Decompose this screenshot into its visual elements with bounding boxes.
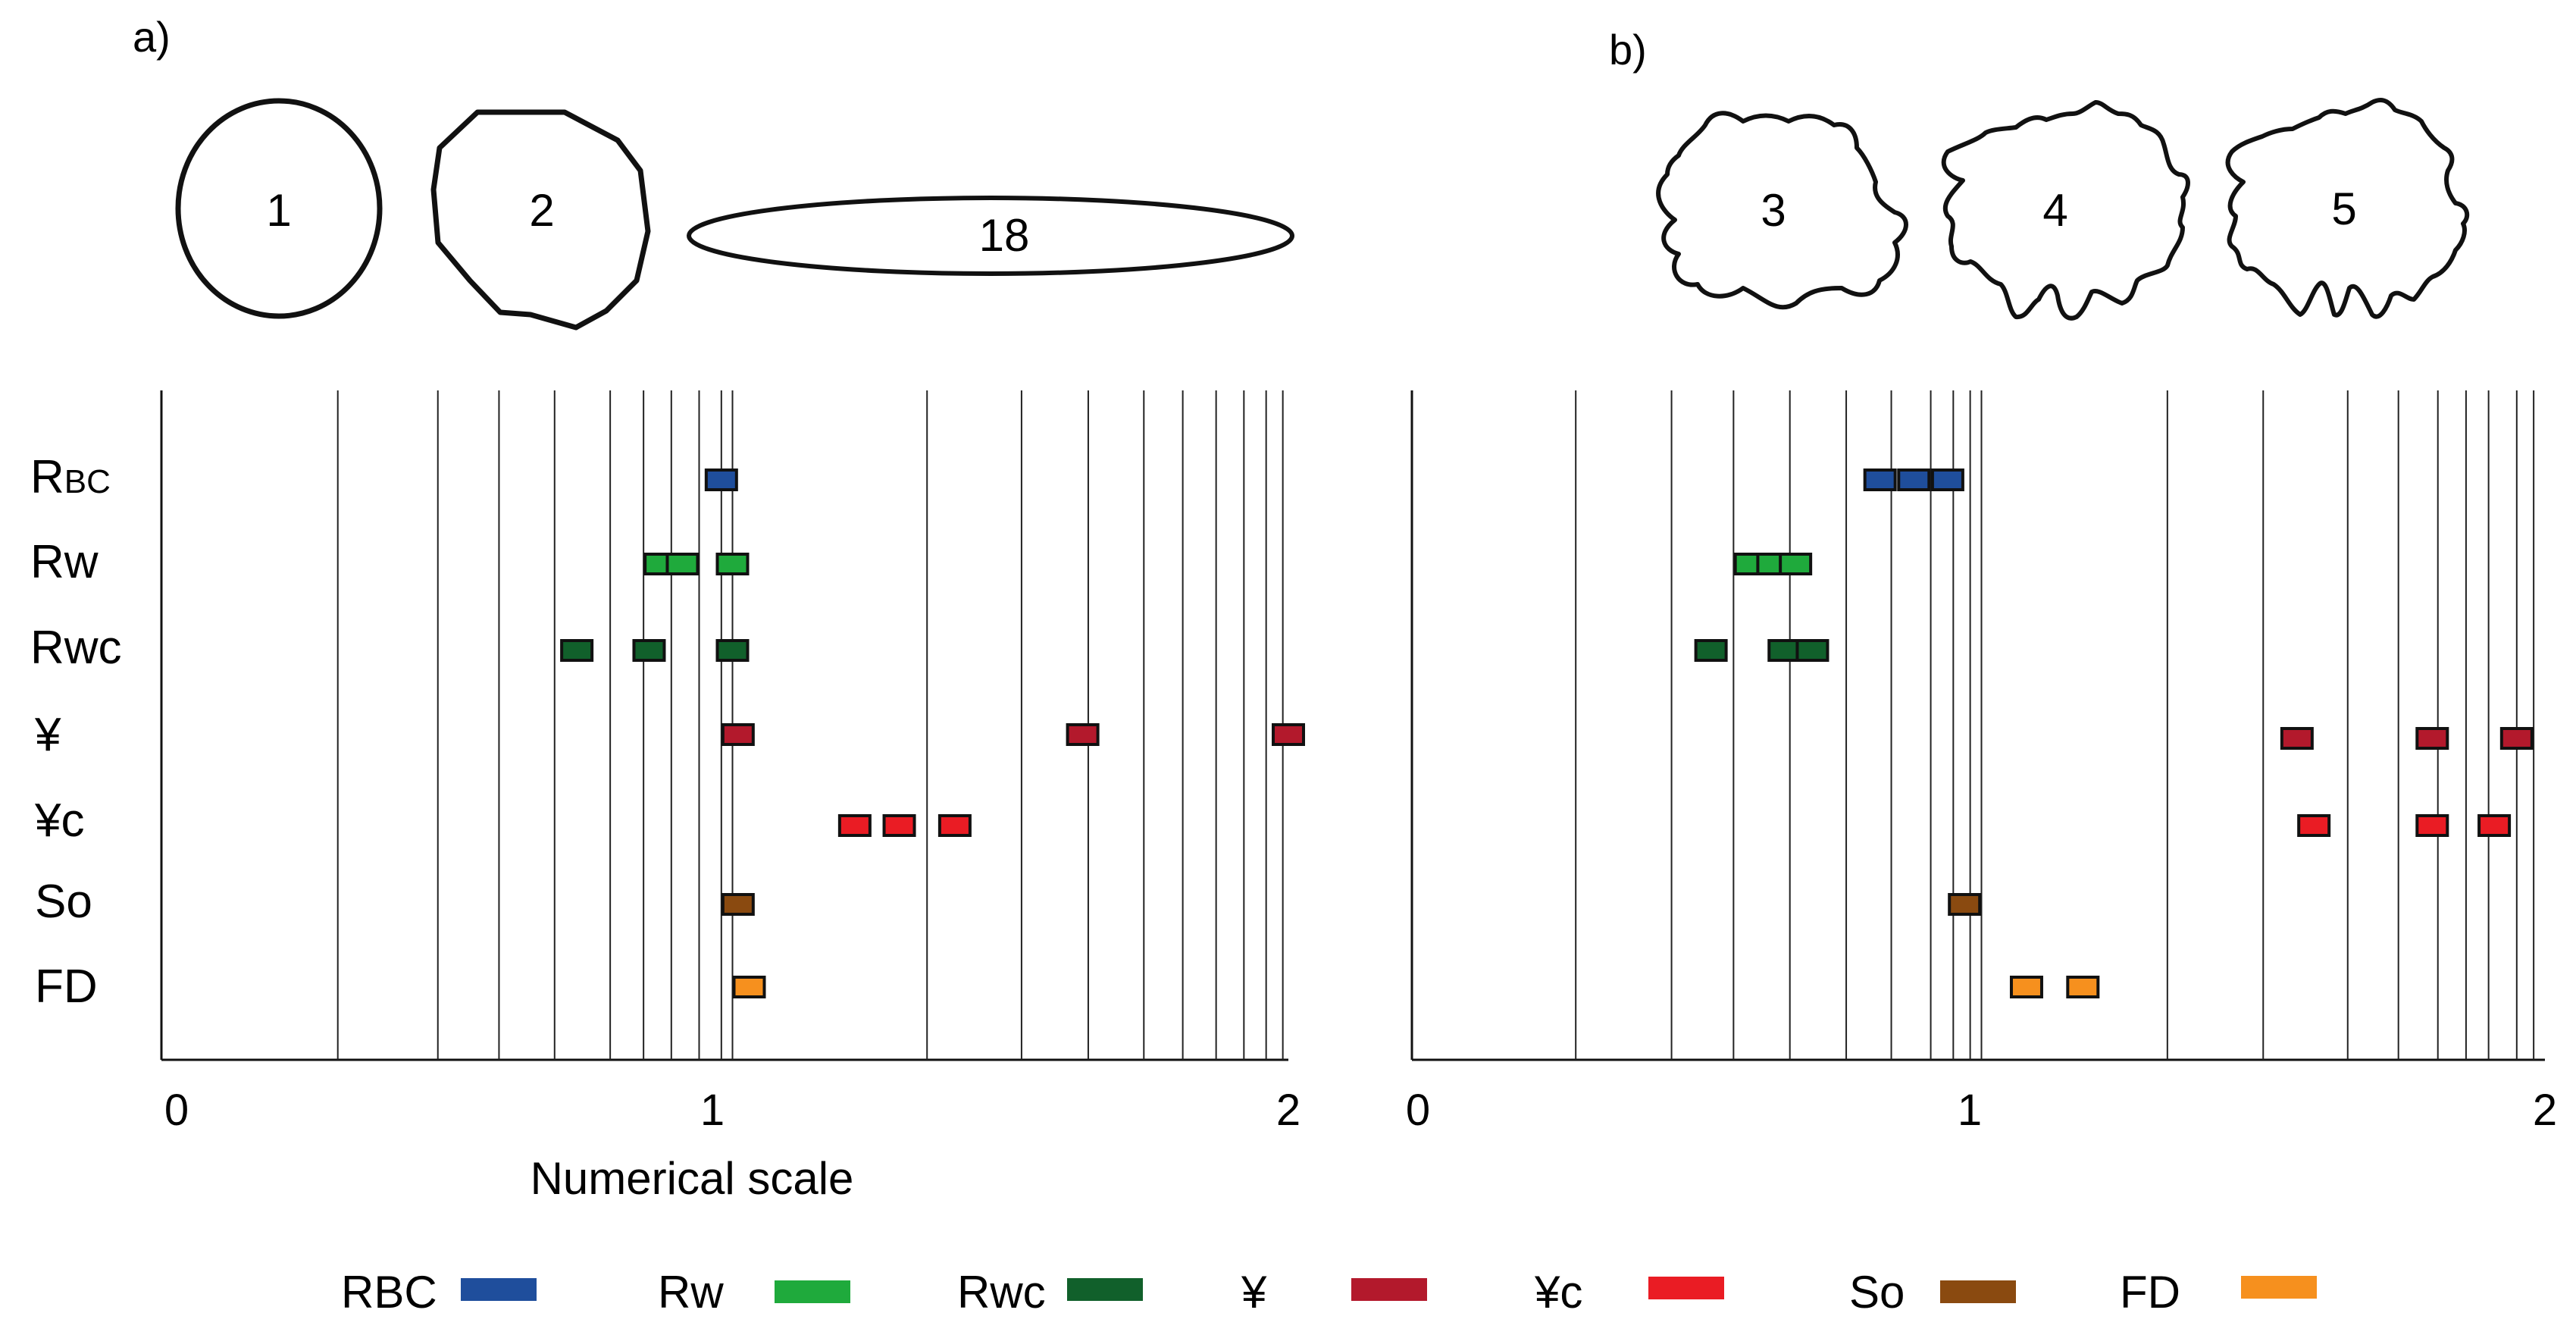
legend-swatch-so [1940, 1280, 2016, 1303]
legend-swatch-psic [1648, 1277, 1724, 1299]
plot-b-marker-fd [2009, 976, 2043, 998]
plot-b-marker-psic [2477, 814, 2512, 837]
plot-b-marker-psi [2280, 727, 2314, 750]
panel-a: a) 1 2 18 RBC Rw Rwc ¥ ¥c So FD [30, 13, 1305, 1204]
plot-a-row-label-rbc: RBC [30, 451, 111, 503]
plot-a-marker-rbc [704, 469, 738, 491]
panel-b: b) 3 4 5 0 1 2 [1406, 26, 2557, 1135]
plot-a-marker-rw [715, 553, 750, 575]
shape-3-label: 3 [1761, 185, 1786, 236]
shape-18-outline [687, 196, 1294, 276]
plot-a-tick-2: 2 [1276, 1086, 1301, 1135]
plot-a-tick-1: 1 [700, 1086, 725, 1135]
plot-b-marker-psic [2297, 814, 2331, 837]
plot-b-marker-rbc [1930, 469, 1964, 491]
shape-1-circle: 1 [175, 98, 383, 319]
legend-swatch-fd [2241, 1276, 2317, 1299]
plot-a-markers [560, 469, 1305, 998]
plot-b-marker-rbc [1863, 469, 1897, 491]
shape-18-label: 18 [979, 210, 1030, 261]
legend-label-rw: Rw [658, 1267, 724, 1318]
plot-a-marker-psic [882, 814, 916, 837]
plot-b-markers [1694, 469, 2534, 998]
plot-b-marker-rbc [1897, 469, 1931, 491]
shape-5-blob: 5 [2225, 98, 2470, 319]
shape-2-outline [430, 109, 651, 331]
plot-b-marker-rwc [1795, 639, 1829, 662]
panel-b-label: b) [1609, 26, 1647, 74]
shape-4-label: 4 [2042, 185, 2067, 236]
shape-3-outline [1656, 111, 1908, 310]
plot-b-tick-2: 2 [2533, 1086, 2557, 1135]
shape-2-label: 2 [529, 185, 554, 236]
plot-a-row-label-so: So [35, 876, 92, 928]
plot-a-row-label-fd: FD [35, 961, 98, 1013]
legend-swatch-rwc [1067, 1278, 1143, 1301]
plot-a-marker-psic [837, 814, 872, 837]
shape-4-outline [1941, 100, 2190, 321]
plot-a-marker-psic [937, 814, 972, 837]
shape-18-ellipse: 18 [687, 196, 1294, 276]
panel-a-label: a) [133, 13, 171, 61]
legend-swatch-rw [775, 1280, 850, 1303]
plot-a-row-label-rw: Rw [30, 536, 99, 588]
plot-a-row-label-rwc: Rwc [30, 622, 122, 674]
plot-a-marker-rw [665, 553, 700, 575]
legend-label-fd: FD [2120, 1267, 2180, 1318]
plot-a-marker-so [721, 893, 755, 916]
plot-a-marker-psi [1066, 723, 1100, 746]
plot-b-marker-rwc [1694, 639, 1728, 662]
shape-4-blob: 4 [1941, 100, 2190, 321]
shape-3-blob: 3 [1656, 111, 1908, 310]
plot-a: RBC Rw Rwc ¥ ¥c So FD 0 1 2 Numerical sc… [30, 390, 1305, 1204]
plot-a-marker-rwc [715, 639, 750, 662]
plot-a-marker-psi [721, 723, 755, 746]
legend-label-so: So [1849, 1267, 1905, 1318]
legend-label-psic: ¥c [1534, 1267, 1582, 1318]
plot-b: 0 1 2 [1406, 390, 2557, 1135]
plot-a-gridlines [336, 390, 1284, 1060]
plot-b-marker-so [1948, 893, 1982, 916]
plot-b-marker-fd [2066, 976, 2100, 998]
plot-b-marker-psi [2499, 727, 2534, 750]
plot-a-tick-0: 0 [164, 1086, 189, 1135]
legend: RBC Rw Rwc ¥ ¥c So FD [341, 1267, 2317, 1318]
shape-5-outline [2225, 98, 2470, 319]
legend-swatch-rbc [461, 1278, 537, 1301]
legend-label-psi: ¥ [1241, 1267, 1267, 1318]
shape-1-label: 1 [266, 185, 291, 236]
plot-a-x-axis-title: Numerical scale [531, 1153, 854, 1204]
plot-a-marker-rwc [632, 639, 666, 662]
plot-b-tick-1: 1 [1958, 1086, 1982, 1135]
plot-b-marker-rwc [1767, 639, 1801, 662]
legend-label-rwc: Rwc [957, 1267, 1046, 1318]
legend-swatch-psi [1351, 1278, 1427, 1301]
legend-label-rbc: RBC [341, 1267, 437, 1318]
shape-2-polygon: 2 [430, 109, 651, 331]
plot-a-row-label-psi: ¥ [34, 709, 61, 761]
plot-a-marker-fd [732, 976, 766, 998]
shape-5-label: 5 [2331, 183, 2356, 234]
plot-b-marker-rw [1779, 553, 1813, 575]
plot-b-marker-psi [2415, 727, 2449, 750]
plot-a-marker-psi [1272, 723, 1305, 746]
plot-a-marker-rwc [560, 639, 594, 662]
plot-b-marker-psic [2415, 814, 2449, 837]
plot-b-tick-0: 0 [1406, 1086, 1430, 1135]
plot-a-row-label-psic: ¥c [34, 794, 84, 847]
plot-b-gridlines [1575, 390, 2535, 1060]
shape-1-outline [175, 98, 383, 319]
